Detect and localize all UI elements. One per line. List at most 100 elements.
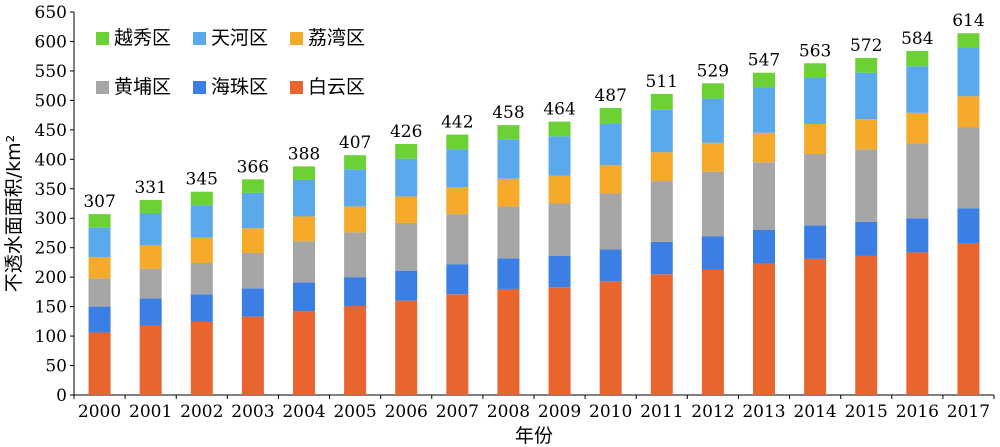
bar-segment-2001-海珠区 [139, 298, 162, 326]
bar-segment-2007-白云区 [446, 294, 469, 395]
x-tick-label: 2005 [333, 402, 376, 422]
bar-segment-2009-黄埔区 [548, 203, 571, 256]
bar-segment-2016-荔湾区 [906, 112, 929, 144]
total-label-2000: 307 [83, 192, 115, 212]
y-tick-label: 650 [35, 3, 67, 23]
bar-segment-2017-天河区 [957, 47, 980, 97]
x-tick-label: 2006 [385, 402, 428, 422]
bar-segment-2005-荔湾区 [344, 206, 367, 233]
bar-segment-2005-越秀区 [344, 155, 367, 170]
bar-segment-2014-海珠区 [804, 225, 827, 259]
bar-segment-2014-天河区 [804, 77, 827, 124]
total-label-2009: 464 [543, 100, 575, 120]
bar-segment-2006-天河区 [395, 158, 418, 197]
bar-segment-2013-天河区 [753, 87, 775, 133]
bar-segment-2011-白云区 [650, 274, 673, 395]
x-tick-label: 2001 [129, 402, 172, 422]
bar-segment-2001-黄埔区 [139, 268, 162, 299]
bar-segment-2008-海珠区 [497, 258, 520, 289]
x-tick-label: 2012 [691, 402, 734, 422]
bar-segment-2011-荔湾区 [650, 152, 673, 182]
total-label-2014: 563 [799, 41, 831, 61]
bar-segment-2015-荔湾区 [855, 119, 878, 150]
total-label-2005: 407 [339, 133, 371, 153]
bar-segment-2007-天河区 [446, 149, 469, 188]
bar-segment-2004-白云区 [293, 311, 315, 395]
total-label-2004: 388 [288, 144, 320, 164]
y-tick-label: 600 [35, 32, 67, 52]
total-label-2001: 331 [134, 178, 166, 198]
bar-segment-2001-白云区 [139, 325, 162, 395]
bar-segment-2008-天河区 [497, 139, 520, 179]
legend-swatch-越秀区 [96, 32, 109, 45]
x-tick-label: 2008 [487, 402, 530, 422]
bar-segment-2013-荔湾区 [753, 132, 775, 163]
bar-segment-2009-天河区 [548, 136, 571, 176]
y-tick-label: 0 [56, 386, 67, 406]
x-tick-label: 2014 [793, 402, 836, 422]
x-tick-label: 2003 [231, 402, 274, 422]
bar-segment-2001-荔湾区 [139, 245, 162, 269]
bar-segment-2015-黄埔区 [855, 149, 878, 222]
bar-segment-2010-白云区 [599, 281, 622, 395]
total-label-2006: 426 [390, 122, 422, 142]
x-axis-title: 年份 [515, 425, 553, 447]
y-tick-label: 150 [35, 298, 67, 318]
bar-segment-2014-荔湾区 [804, 123, 827, 155]
bar-segment-2015-白云区 [855, 255, 878, 395]
bar-segment-2010-海珠区 [599, 249, 622, 282]
bar-segment-2009-白云区 [548, 287, 571, 395]
bar-segment-2015-海珠区 [855, 221, 878, 256]
bar-segment-2011-海珠区 [650, 241, 673, 275]
y-tick-label: 450 [35, 121, 67, 141]
x-tick-label: 2015 [845, 402, 888, 422]
bar-segment-2008-黄埔区 [497, 206, 520, 259]
bar-segment-2017-海珠区 [957, 208, 980, 243]
bar-segment-2009-越秀区 [548, 121, 571, 137]
bar-segment-2002-荔湾区 [190, 237, 213, 264]
bar-segment-2006-黄埔区 [395, 222, 418, 271]
bar-segment-2004-荔湾区 [293, 216, 315, 242]
bar-segment-2016-越秀区 [906, 50, 929, 67]
y-tick-label: 100 [35, 327, 67, 347]
y-axis-title: 不透水面面积/km² [3, 135, 25, 293]
x-tick-label: 2011 [640, 402, 683, 422]
bar-segment-2007-荔湾区 [446, 187, 469, 215]
bar-segment-2013-白云区 [753, 263, 775, 395]
bar-segment-2003-黄埔区 [241, 252, 264, 289]
bar-segment-2000-越秀区 [88, 214, 111, 228]
x-tick-label: 2009 [538, 402, 581, 422]
legend-label-黄埔区: 黄埔区 [114, 76, 171, 98]
legend-label-荔湾区: 荔湾区 [308, 27, 365, 49]
y-tick-label: 350 [35, 180, 67, 200]
bar-segment-2013-越秀区 [753, 72, 775, 88]
bar-segment-2002-天河区 [190, 205, 213, 238]
bar-segment-2014-黄埔区 [804, 154, 827, 226]
total-label-2011: 511 [646, 72, 678, 92]
total-label-2015: 572 [850, 36, 882, 56]
bar-segment-2003-白云区 [241, 316, 264, 395]
bar-segment-2015-天河区 [855, 72, 878, 120]
bar-segment-2000-海珠区 [88, 306, 111, 333]
total-label-2017: 614 [952, 11, 984, 31]
x-tick-label: 2002 [180, 402, 223, 422]
bar-segment-2016-天河区 [906, 66, 929, 113]
bar-segment-2005-黄埔区 [344, 232, 367, 278]
x-tick-label: 2004 [282, 402, 325, 422]
legend-swatch-白云区 [290, 81, 303, 94]
legend-swatch-荔湾区 [290, 32, 303, 45]
y-tick-label: 400 [35, 150, 67, 170]
bar-segment-2016-白云区 [906, 252, 929, 395]
legend-label-白云区: 白云区 [308, 76, 365, 98]
bar-segment-2000-白云区 [88, 332, 111, 395]
bar-segment-2002-越秀区 [190, 191, 213, 206]
bar-segment-2016-黄埔区 [906, 143, 929, 219]
x-tick-label: 2017 [947, 402, 990, 422]
bar-segment-2007-黄埔区 [446, 214, 469, 265]
total-label-2010: 487 [594, 86, 626, 106]
bar-segment-2012-荔湾区 [701, 142, 724, 172]
x-tick-label: 2013 [742, 402, 785, 422]
x-tick-label: 2000 [78, 402, 121, 422]
